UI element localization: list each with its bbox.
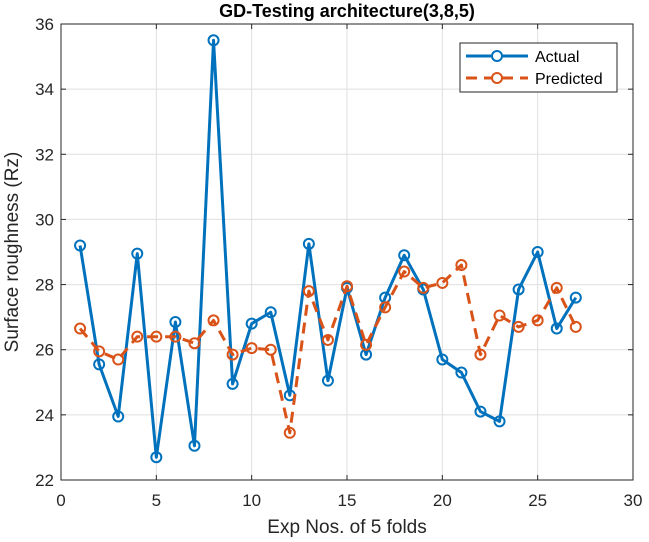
legend-marker-predicted xyxy=(491,72,503,84)
data-point-actual xyxy=(169,316,182,329)
y-tick-label: 22 xyxy=(35,471,54,490)
data-point-predicted xyxy=(550,281,563,294)
y-tick-label: 24 xyxy=(35,406,54,425)
data-point-actual xyxy=(245,317,258,330)
data-point-predicted xyxy=(493,309,506,322)
data-point-actual xyxy=(207,34,220,47)
legend-marker-actual xyxy=(491,50,503,62)
x-tick-label: 20 xyxy=(433,491,452,510)
x-tick-label: 10 xyxy=(242,491,261,510)
x-tick-label: 15 xyxy=(338,491,357,510)
data-point-actual xyxy=(455,366,468,379)
data-point-predicted xyxy=(226,348,239,361)
x-tick-label: 0 xyxy=(56,491,65,510)
data-point-predicted xyxy=(569,320,582,333)
legend-label-predicted: Predicted xyxy=(535,71,603,88)
data-point-predicted xyxy=(512,320,525,333)
data-point-actual xyxy=(112,410,125,423)
data-point-predicted xyxy=(188,337,201,350)
y-tick-label: 34 xyxy=(35,80,54,99)
data-point-predicted xyxy=(417,281,430,294)
y-tick-label: 36 xyxy=(35,15,54,34)
data-point-actual xyxy=(188,439,201,452)
chart-title: GD-Testing architecture(3,8,5) xyxy=(219,1,475,21)
data-point-actual xyxy=(474,405,487,418)
data-point-actual xyxy=(493,415,506,428)
data-point-predicted xyxy=(131,330,144,343)
data-point-predicted xyxy=(360,338,373,351)
x-axis-label: Exp Nos. of 5 folds xyxy=(267,517,426,538)
data-point-actual xyxy=(512,283,525,296)
legend-label-actual: Actual xyxy=(535,49,579,66)
data-point-actual xyxy=(226,377,239,390)
legend: Actual Predicted xyxy=(459,42,618,93)
data-point-actual xyxy=(569,291,582,304)
series-line-actual xyxy=(78,38,578,459)
data-point-predicted xyxy=(245,342,258,355)
data-point-actual xyxy=(302,237,315,250)
data-point-predicted xyxy=(93,345,106,358)
data-point-actual xyxy=(398,249,411,262)
data-point-predicted xyxy=(398,265,411,278)
legend-item-actual: Actual xyxy=(466,49,579,66)
data-point-predicted xyxy=(379,301,392,314)
data-point-predicted xyxy=(112,353,125,366)
data-point-predicted xyxy=(531,314,544,327)
data-point-actual xyxy=(74,239,87,252)
data-point-predicted xyxy=(169,330,182,343)
data-point-actual xyxy=(150,451,163,464)
data-point-actual xyxy=(131,247,144,260)
x-tick-label: 25 xyxy=(528,491,547,510)
series-layer xyxy=(74,34,582,464)
series-predicted xyxy=(74,259,582,439)
data-point-predicted xyxy=(474,348,487,361)
series-line-predicted xyxy=(78,263,578,435)
y-axis-label: Surface roughness (Rz) xyxy=(2,152,23,353)
data-point-predicted xyxy=(264,343,277,356)
y-tick-label: 32 xyxy=(35,145,54,164)
data-point-predicted xyxy=(283,426,296,439)
legend-box xyxy=(459,42,618,93)
y-tick-label: 26 xyxy=(35,341,54,360)
data-point-actual xyxy=(264,306,277,319)
data-point-predicted xyxy=(74,322,87,335)
data-point-actual xyxy=(550,322,563,335)
data-point-predicted xyxy=(455,259,468,272)
y-tick-label: 28 xyxy=(35,276,54,295)
data-point-predicted xyxy=(302,285,315,298)
data-point-actual xyxy=(93,358,106,371)
y-tick-label: 30 xyxy=(35,210,54,229)
data-point-actual xyxy=(321,374,334,387)
data-point-predicted xyxy=(321,333,334,346)
data-point-actual xyxy=(436,353,449,366)
legend-item-predicted: Predicted xyxy=(466,71,603,88)
data-point-actual xyxy=(531,246,544,258)
data-point-predicted xyxy=(207,314,220,327)
data-point-predicted xyxy=(150,330,163,343)
x-tick-label: 5 xyxy=(152,491,161,510)
data-point-predicted xyxy=(436,276,449,289)
ticks: 0 5 10 15 20 25 30 22 24 26 28 30 32 34 36 xyxy=(35,15,642,510)
data-point-predicted xyxy=(341,280,353,293)
x-tick-label: 30 xyxy=(624,491,643,510)
